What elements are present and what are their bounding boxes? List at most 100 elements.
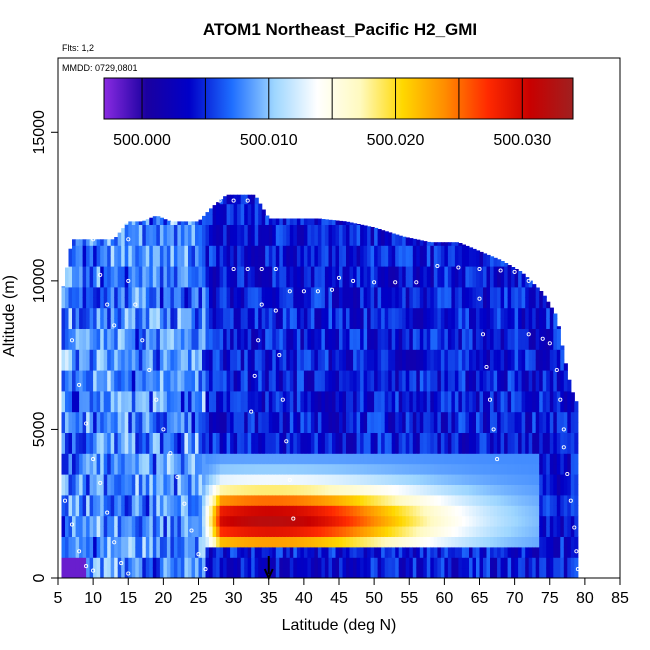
heatmap-cell xyxy=(82,526,87,537)
heatmap-cell xyxy=(472,390,477,402)
heatmap-cell xyxy=(328,536,333,548)
heatmap-cell xyxy=(542,297,547,309)
heatmap-cell xyxy=(324,453,329,465)
heatmap-cell xyxy=(159,217,164,225)
heatmap-cell xyxy=(82,349,87,361)
heatmap-cell xyxy=(61,359,66,371)
heatmap-cell xyxy=(560,474,565,485)
heatmap-cell xyxy=(405,338,410,350)
heatmap-cell xyxy=(152,359,157,371)
heatmap-cell xyxy=(511,515,516,527)
heatmap-cell xyxy=(384,536,389,548)
heatmap-cell xyxy=(145,411,150,423)
heatmap-cell xyxy=(156,401,161,413)
heatmap-cell xyxy=(296,276,301,288)
heatmap-cell xyxy=(353,380,358,392)
heatmap-cell xyxy=(142,266,147,277)
heatmap-cell xyxy=(391,380,396,392)
heatmap-cell xyxy=(159,286,164,298)
heatmap-cell xyxy=(381,297,386,309)
heatmap-cell xyxy=(518,515,523,527)
heatmap-cell xyxy=(237,276,242,288)
heatmap-cell xyxy=(275,505,280,517)
heatmap-cell xyxy=(89,442,94,454)
heatmap-cell xyxy=(128,266,133,277)
heatmap-cell xyxy=(409,536,414,548)
heatmap-cell xyxy=(216,474,221,485)
heatmap-cell xyxy=(317,245,322,257)
heatmap-cell xyxy=(317,494,322,506)
heatmap-cell xyxy=(356,307,361,319)
heatmap-cell xyxy=(328,219,333,225)
heatmap-cell xyxy=(138,307,143,319)
heatmap-cell xyxy=(195,422,200,433)
heatmap-cell xyxy=(444,411,449,423)
heatmap-cell xyxy=(72,266,77,277)
heatmap-cell xyxy=(402,245,407,257)
heatmap-cell xyxy=(525,349,530,361)
heatmap-cell xyxy=(433,557,438,569)
heatmap-cell xyxy=(363,370,368,381)
heatmap-cell xyxy=(360,526,365,537)
heatmap-cell xyxy=(437,297,442,309)
heatmap-cell xyxy=(68,359,73,371)
heatmap-cell xyxy=(483,484,488,496)
heatmap-cell xyxy=(279,359,284,371)
heatmap-cell xyxy=(233,515,238,527)
heatmap-cell xyxy=(514,286,519,298)
heatmap-cell xyxy=(528,432,533,444)
heatmap-cell xyxy=(497,422,502,433)
heatmap-cell xyxy=(363,266,368,277)
heatmap-cell xyxy=(237,318,242,329)
heatmap-cell xyxy=(539,411,544,423)
heatmap-cell xyxy=(426,349,431,361)
heatmap-cell xyxy=(303,474,308,485)
heatmap-cell xyxy=(279,432,284,444)
heatmap-cell xyxy=(68,474,73,485)
heatmap-cell xyxy=(286,390,291,402)
heatmap-cell xyxy=(328,276,333,288)
heatmap-cell xyxy=(339,442,344,454)
heatmap-cell xyxy=(440,370,445,381)
heatmap-cell xyxy=(437,359,442,371)
heatmap-cell xyxy=(419,546,424,558)
heatmap-cell xyxy=(437,484,442,496)
heatmap-cell xyxy=(212,474,217,485)
heatmap-cell xyxy=(521,297,526,309)
heatmap-cell xyxy=(180,474,185,485)
heatmap-cell xyxy=(451,526,456,537)
heatmap-cell xyxy=(184,349,189,361)
heatmap-cell xyxy=(205,318,210,329)
heatmap-cell xyxy=(472,422,477,433)
heatmap-cell xyxy=(177,484,182,496)
heatmap-cell xyxy=(430,432,435,444)
heatmap-cell xyxy=(370,536,375,548)
heatmap-cell xyxy=(289,234,294,246)
heatmap-cell xyxy=(166,546,171,558)
heatmap-cell xyxy=(195,286,200,298)
heatmap-cell xyxy=(138,380,143,392)
heatmap-cell xyxy=(321,474,326,485)
heatmap-cell xyxy=(388,255,393,267)
heatmap-cell xyxy=(391,557,396,569)
heatmap-cell xyxy=(135,380,140,392)
heatmap-cell xyxy=(497,494,502,506)
heatmap-cell xyxy=(300,442,305,454)
heatmap-cell xyxy=(461,515,466,527)
heatmap-cell xyxy=(486,349,491,361)
flight-track-point xyxy=(435,263,440,269)
heatmap-cell xyxy=(360,557,365,569)
heatmap-cell xyxy=(532,557,537,569)
heatmap-cell xyxy=(437,286,442,298)
heatmap-cell xyxy=(96,370,101,381)
heatmap-cell xyxy=(209,515,214,527)
heatmap-cell xyxy=(437,370,442,381)
heatmap-cell xyxy=(339,463,344,475)
heatmap-cell xyxy=(335,442,340,454)
heatmap-cell xyxy=(476,359,481,371)
heatmap-cell xyxy=(426,526,431,537)
heatmap-cell xyxy=(388,536,393,548)
heatmap-cell xyxy=(433,505,438,517)
heatmap-cell xyxy=(114,245,119,257)
heatmap-cell xyxy=(100,422,105,433)
